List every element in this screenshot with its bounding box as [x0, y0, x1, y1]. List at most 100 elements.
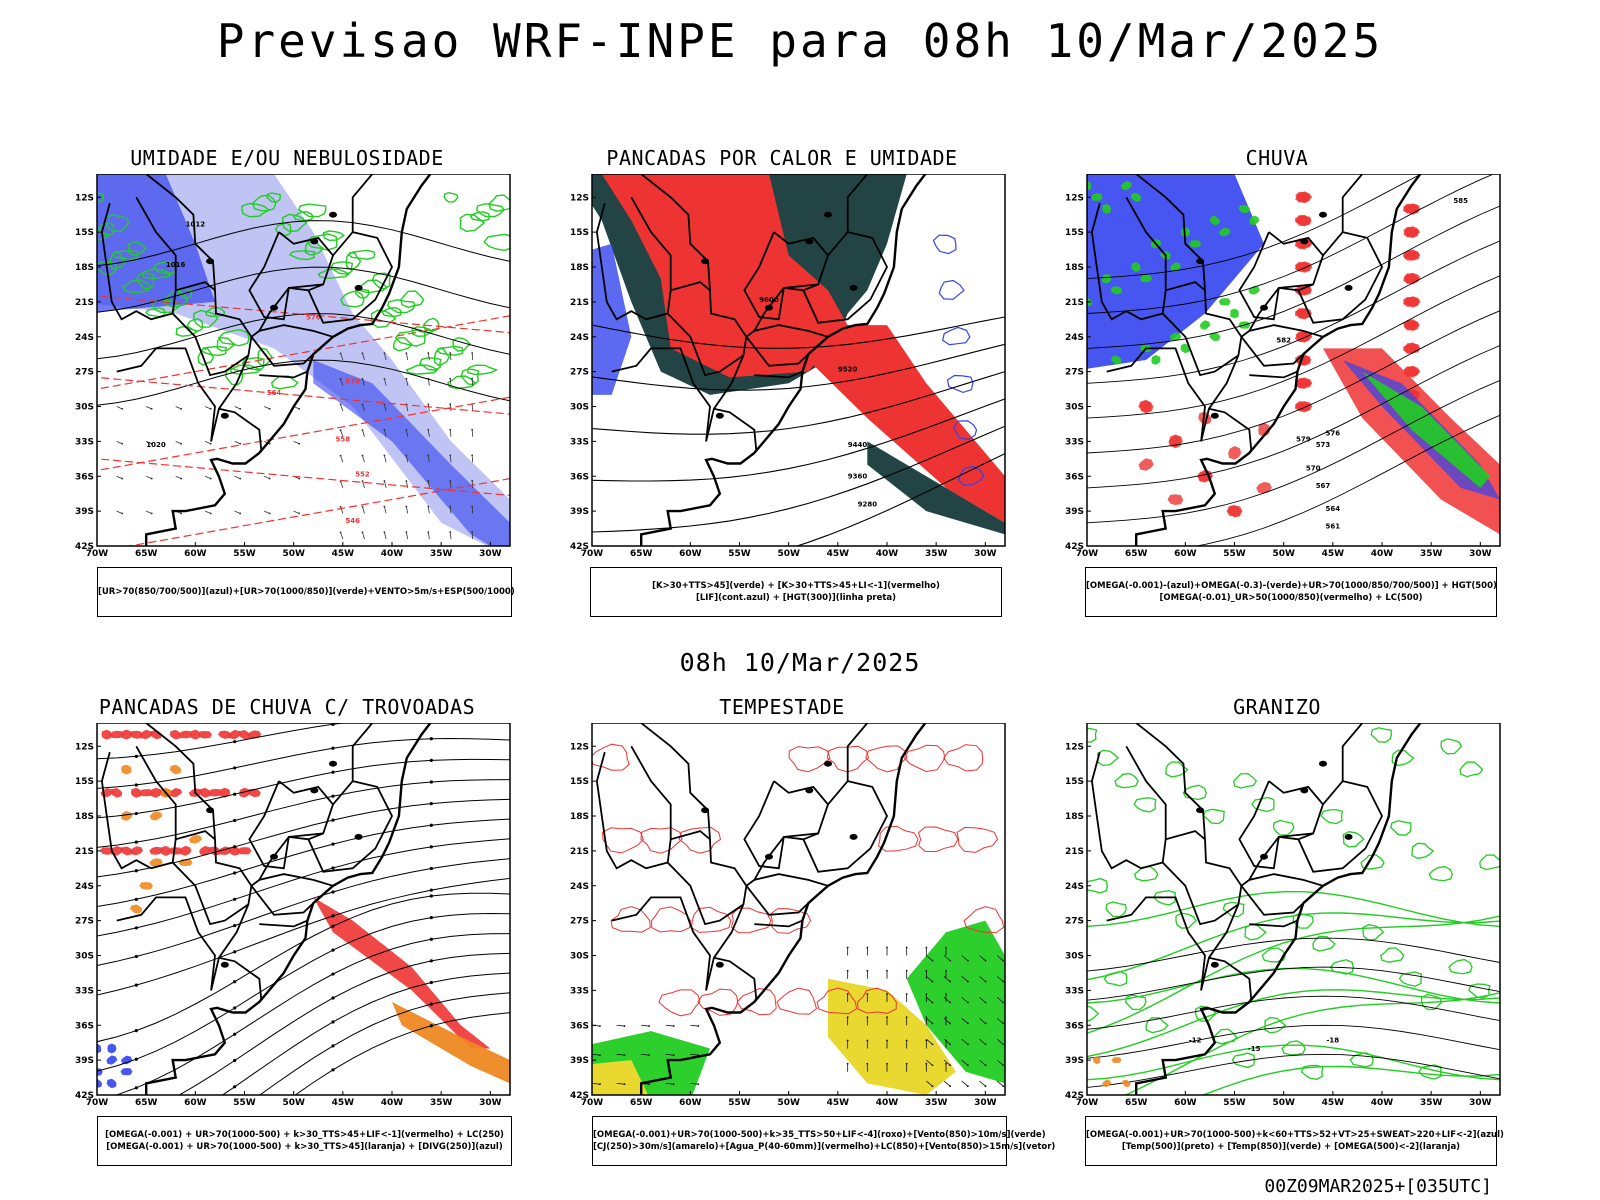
- lat-tick-label: 21S: [570, 298, 589, 308]
- lake-marker: [329, 760, 337, 767]
- weather-area: [175, 326, 199, 337]
- lon-tick-label: 40W: [876, 549, 899, 559]
- contour-line: [97, 295, 510, 334]
- weather-area: [199, 787, 211, 798]
- wind-vector: [961, 997, 969, 1003]
- weather-area: [943, 744, 984, 772]
- wind-vector: [979, 955, 986, 961]
- wind-vector-head: [150, 512, 153, 515]
- wind-vector-head: [361, 454, 364, 457]
- contour-line: [1087, 891, 1500, 927]
- wind-vector-head: [210, 547, 212, 549]
- weather-area: [433, 347, 450, 367]
- wind-vector-head: [886, 1039, 888, 1042]
- wind-vector: [405, 378, 409, 386]
- weather-area: [1087, 727, 1098, 743]
- wind-vector: [175, 475, 182, 479]
- border-line: [745, 330, 809, 367]
- wind-vector: [362, 532, 365, 540]
- streamline-arrow: [429, 823, 433, 827]
- weather-area: [1390, 820, 1412, 836]
- map-layers: -12 -15 -18: [1087, 723, 1500, 1095]
- wind-vector: [340, 429, 344, 437]
- wind-vector: [146, 406, 152, 410]
- weather-band: [313, 897, 491, 1049]
- wind-vector: [362, 455, 365, 463]
- lat-tick-label: 15S: [570, 228, 589, 238]
- wind-vector: [362, 481, 365, 488]
- weather-area: [1130, 192, 1142, 202]
- streamline-arrow: [331, 996, 335, 1000]
- legend-line: [OMEGA(-0.001)+UR>70(1000-500)+k<60+TTS>…: [1086, 1130, 1504, 1140]
- lat-tick-label: 18S: [570, 812, 589, 822]
- weather-area: [1380, 947, 1405, 963]
- contour-line: [592, 371, 1005, 435]
- contour-line: [97, 458, 510, 497]
- coastline: [1135, 723, 1422, 1095]
- legend-line: [LIF](cont.azul) + [HGT(300)](linha pret…: [695, 593, 897, 603]
- wind-vector: [340, 506, 344, 514]
- lake-marker: [1196, 258, 1205, 265]
- wind-vector-head: [268, 512, 271, 515]
- streamline-arrow: [429, 959, 433, 963]
- wind-vector-head: [339, 505, 342, 508]
- lon-tick-label: 40W: [1371, 549, 1394, 559]
- border-line: [595, 202, 668, 321]
- map-background: [1087, 723, 1500, 1095]
- weather-area: [177, 288, 193, 299]
- contour-line: [592, 316, 1005, 349]
- border-line: [1135, 723, 1243, 991]
- lake-marker: [1344, 284, 1353, 291]
- weather-area: [1251, 796, 1275, 813]
- streamline-arrow: [429, 845, 433, 849]
- wind-vector-head: [209, 512, 212, 515]
- weather-area: [917, 826, 959, 853]
- weather-area: [476, 202, 505, 218]
- contour-line: [1087, 379, 1500, 524]
- wind-vector-head: [361, 531, 364, 534]
- wind-vector: [979, 1059, 986, 1066]
- wind-vector-head: [925, 1016, 928, 1019]
- lat-tick-label: 42S: [1065, 1091, 1084, 1101]
- streamline-arrow: [429, 937, 433, 941]
- wind-vector-head: [449, 454, 452, 457]
- contour-line: [126, 477, 510, 546]
- wind-vector-head: [623, 1083, 626, 1086]
- wind-vector-head: [239, 407, 242, 410]
- wind-vector: [205, 406, 211, 410]
- weather-area: [110, 788, 123, 798]
- contour-line: [592, 425, 1005, 533]
- weather-area: [938, 279, 965, 300]
- contour-label: 573: [1316, 441, 1331, 449]
- wind-vector-head: [449, 352, 452, 354]
- wind-vector: [961, 1059, 969, 1066]
- wind-vector: [264, 406, 270, 410]
- weather-area: [1360, 854, 1385, 870]
- wind-vector-head: [866, 1062, 869, 1065]
- weather-area: [1090, 193, 1103, 201]
- lon-tick-label: 45W: [1322, 1098, 1345, 1108]
- streamline-arrow: [233, 845, 237, 849]
- border-line: [218, 407, 263, 454]
- weather-area: [1264, 1016, 1287, 1034]
- weather-area: [405, 364, 439, 375]
- weather-area: [1362, 924, 1385, 941]
- streamline: [114, 933, 510, 1095]
- panel-title: TEMPESTADE: [719, 695, 845, 719]
- wind-vector-head: [298, 512, 301, 515]
- streamline: [294, 1012, 510, 1095]
- wind-vector: [234, 406, 241, 410]
- panel-title: GRANIZO: [1233, 695, 1321, 719]
- weather-area: [394, 329, 426, 347]
- weather-area: [106, 1078, 117, 1089]
- lake-marker: [1319, 760, 1327, 767]
- contour-line: [1087, 174, 1495, 314]
- wind-vector-head: [599, 1083, 601, 1086]
- wind-vector-head: [949, 1022, 952, 1025]
- wind-vector: [961, 1017, 969, 1024]
- weather-area: [877, 825, 919, 852]
- weather-area: [1230, 308, 1239, 319]
- contour-line: [1123, 992, 1500, 1095]
- streamline-arrow: [233, 1111, 236, 1114]
- weather-area: [592, 743, 630, 771]
